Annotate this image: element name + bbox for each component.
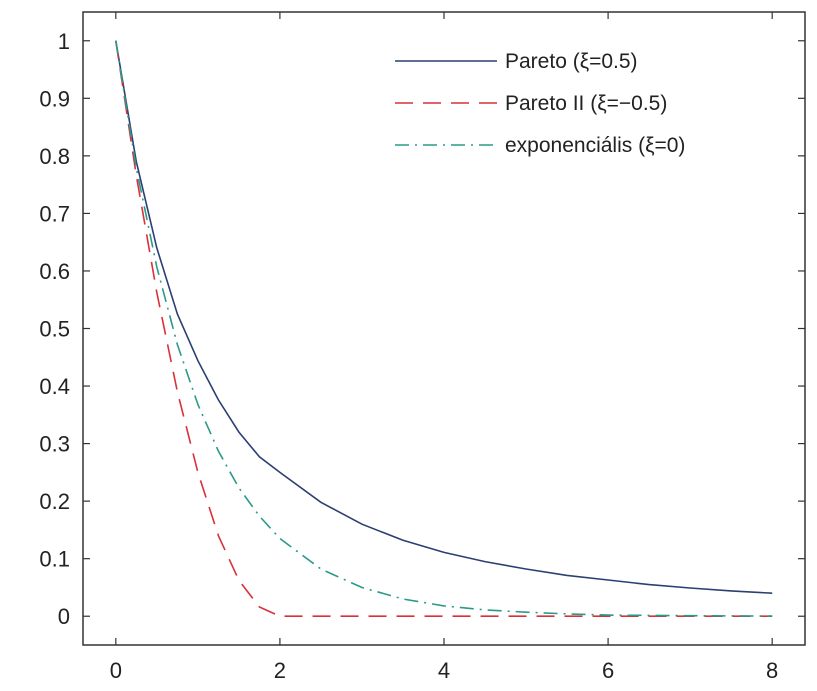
y-tick-label: 0 xyxy=(58,604,70,629)
y-tick-label: 0.6 xyxy=(39,259,70,284)
y-tick-label: 0.8 xyxy=(39,144,70,169)
plot-frame xyxy=(82,11,806,646)
y-axis: 0 0.1 0.2 0.3 0.4 0.5 0.6 0.7 0.8 0.9 1 xyxy=(39,29,805,629)
y-tick-label: 0.2 xyxy=(39,489,70,514)
legend-label-1: Pareto (ξ=0.5) xyxy=(505,50,638,73)
series-line-1 xyxy=(115,40,773,594)
x-tick-label: 4 xyxy=(438,658,450,683)
x-tick-label: 8 xyxy=(766,658,778,683)
x-tick-label: 0 xyxy=(110,658,122,683)
x-axis: 0 2 4 6 8 xyxy=(110,12,778,683)
legend-label-3: exponenciális (ξ=0) xyxy=(505,134,685,157)
y-tick-label: 0.7 xyxy=(39,201,70,226)
series-line-3 xyxy=(115,40,773,617)
y-tick-label: 0.5 xyxy=(39,317,70,342)
x-tick-label: 2 xyxy=(274,658,286,683)
legend: Pareto (ξ=0.5) Pareto II (ξ=−0.5) exponenc… xyxy=(395,50,685,157)
legend-label-2: Pareto II (ξ=−0.5) xyxy=(505,92,667,115)
series-layer xyxy=(115,40,773,618)
y-tick-label: 0.4 xyxy=(39,374,70,399)
y-tick-label: 0.3 xyxy=(39,432,70,457)
x-tick-label: 6 xyxy=(602,658,614,683)
series-line-2 xyxy=(115,40,773,618)
y-tick-label: 0.9 xyxy=(39,86,70,111)
y-tick-label: 0.1 xyxy=(39,547,70,572)
y-tick-label: 1 xyxy=(58,29,70,54)
